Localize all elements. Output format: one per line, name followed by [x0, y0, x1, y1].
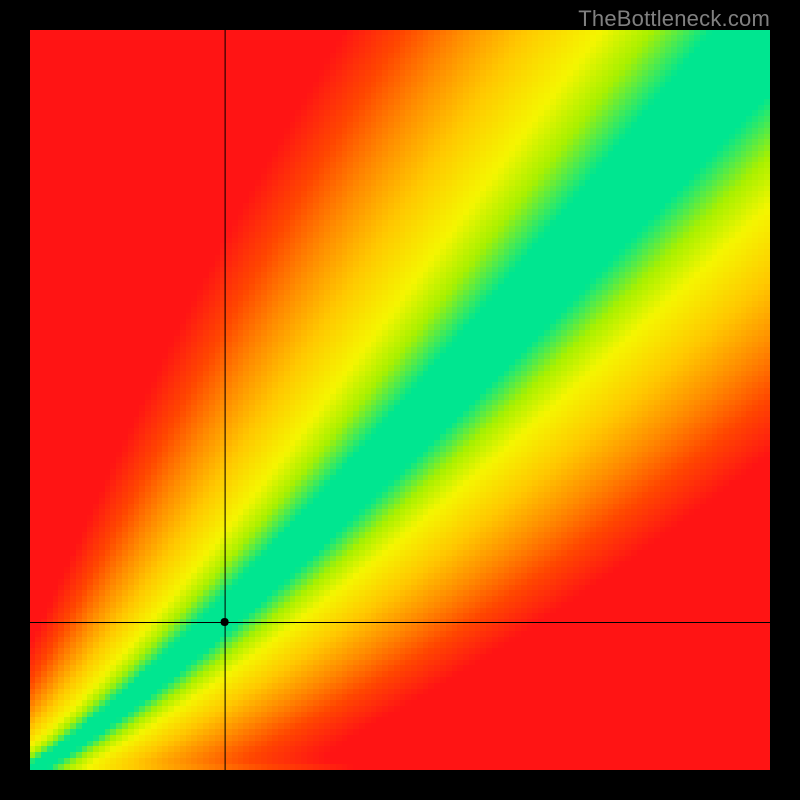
watermark-label: TheBottleneck.com [578, 6, 770, 32]
plot-frame [30, 30, 770, 770]
root-container: TheBottleneck.com [0, 0, 800, 800]
heatmap-canvas [30, 30, 770, 770]
